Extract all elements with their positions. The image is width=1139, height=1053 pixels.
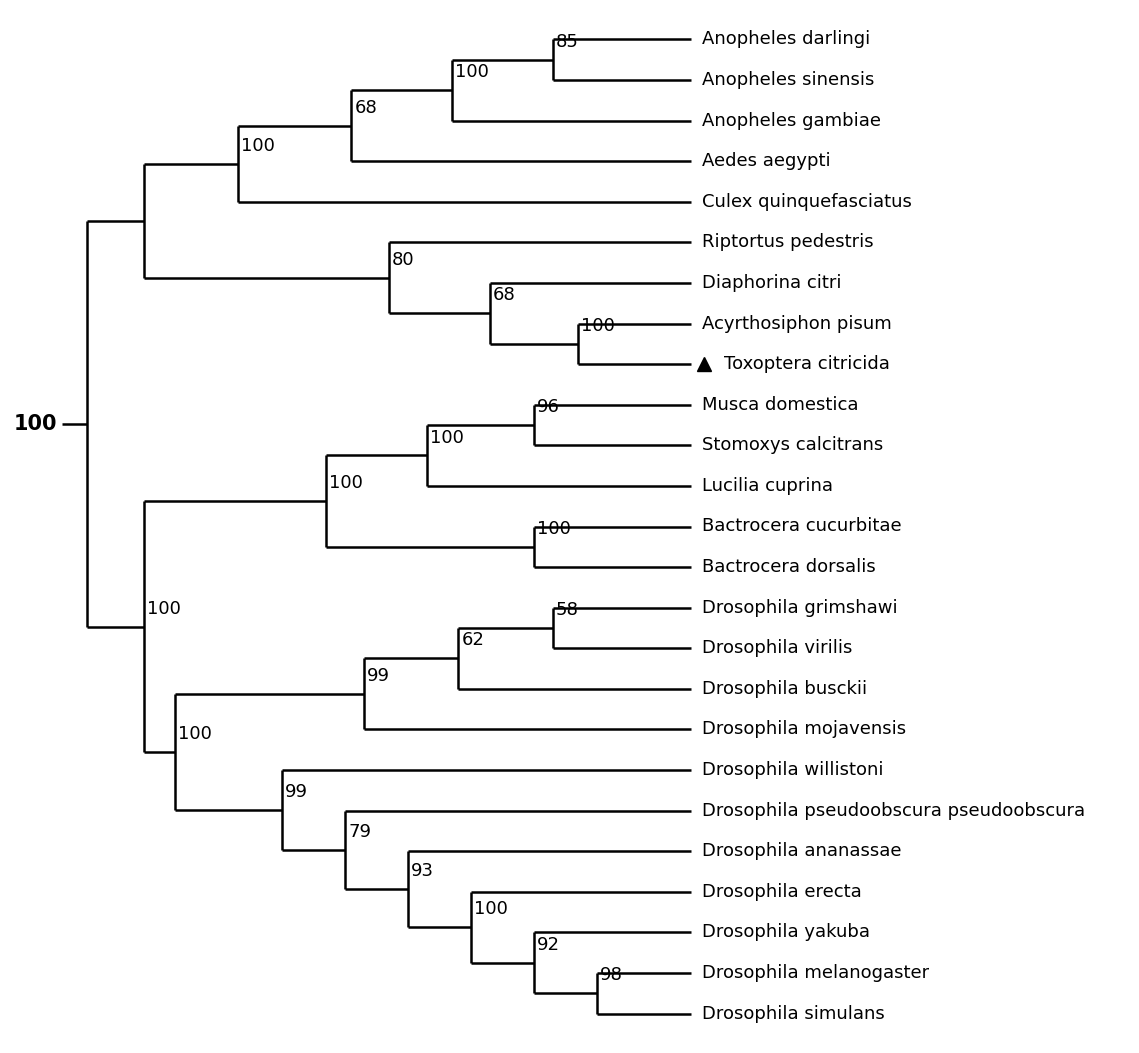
- Text: 80: 80: [392, 251, 415, 269]
- Text: 100: 100: [241, 137, 274, 155]
- Text: 100: 100: [581, 317, 615, 335]
- Text: Stomoxys calcitrans: Stomoxys calcitrans: [703, 436, 884, 454]
- Text: Drosophila yakuba: Drosophila yakuba: [703, 923, 870, 941]
- Text: 99: 99: [285, 783, 309, 801]
- Text: Drosophila ananassae: Drosophila ananassae: [703, 842, 902, 860]
- Text: 79: 79: [349, 823, 371, 841]
- Text: Drosophila erecta: Drosophila erecta: [703, 882, 862, 900]
- Text: 99: 99: [367, 667, 390, 686]
- Text: 93: 93: [411, 862, 434, 880]
- Text: 68: 68: [354, 99, 377, 117]
- Text: Toxoptera citricida: Toxoptera citricida: [724, 355, 891, 373]
- Text: Aedes aegypti: Aedes aegypti: [703, 153, 831, 171]
- Text: 100: 100: [474, 900, 508, 918]
- Text: 98: 98: [600, 967, 623, 985]
- Text: Drosophila mojavensis: Drosophila mojavensis: [703, 720, 907, 738]
- Text: 100: 100: [456, 63, 489, 81]
- Text: Drosophila willistoni: Drosophila willistoni: [703, 761, 884, 779]
- Text: Bactrocera cucurbitae: Bactrocera cucurbitae: [703, 517, 902, 536]
- Text: Drosophila pseudoobscura pseudoobscura: Drosophila pseudoobscura pseudoobscura: [703, 801, 1085, 819]
- Text: Anopheles sinensis: Anopheles sinensis: [703, 71, 875, 90]
- Text: 68: 68: [493, 286, 516, 304]
- Text: Drosophila melanogaster: Drosophila melanogaster: [703, 963, 929, 982]
- Text: 100: 100: [178, 726, 212, 743]
- Text: Anopheles darlingi: Anopheles darlingi: [703, 31, 870, 48]
- Text: Lucilia cuprina: Lucilia cuprina: [703, 477, 834, 495]
- Text: 100: 100: [429, 429, 464, 446]
- Text: 100: 100: [536, 520, 571, 538]
- Text: Bactrocera dorsalis: Bactrocera dorsalis: [703, 558, 876, 576]
- Text: Anopheles gambiae: Anopheles gambiae: [703, 112, 882, 130]
- Text: Drosophila simulans: Drosophila simulans: [703, 1005, 885, 1022]
- Text: Culex quinquefasciatus: Culex quinquefasciatus: [703, 193, 912, 211]
- Text: Diaphorina citri: Diaphorina citri: [703, 274, 842, 292]
- Text: Drosophila virilis: Drosophila virilis: [703, 639, 853, 657]
- Text: 92: 92: [536, 936, 560, 954]
- Text: Acyrthosiphon pisum: Acyrthosiphon pisum: [703, 315, 892, 333]
- Text: 96: 96: [536, 398, 559, 416]
- Text: 100: 100: [14, 414, 57, 434]
- Text: Musca domestica: Musca domestica: [703, 396, 859, 414]
- Text: Drosophila grimshawi: Drosophila grimshawi: [703, 599, 898, 617]
- Text: 100: 100: [329, 474, 363, 492]
- Text: Drosophila busckii: Drosophila busckii: [703, 680, 868, 698]
- Text: 62: 62: [461, 632, 484, 650]
- Text: 58: 58: [556, 601, 579, 619]
- Text: Riptortus pedestris: Riptortus pedestris: [703, 234, 874, 252]
- Text: 100: 100: [147, 599, 181, 618]
- Text: 85: 85: [556, 33, 579, 51]
